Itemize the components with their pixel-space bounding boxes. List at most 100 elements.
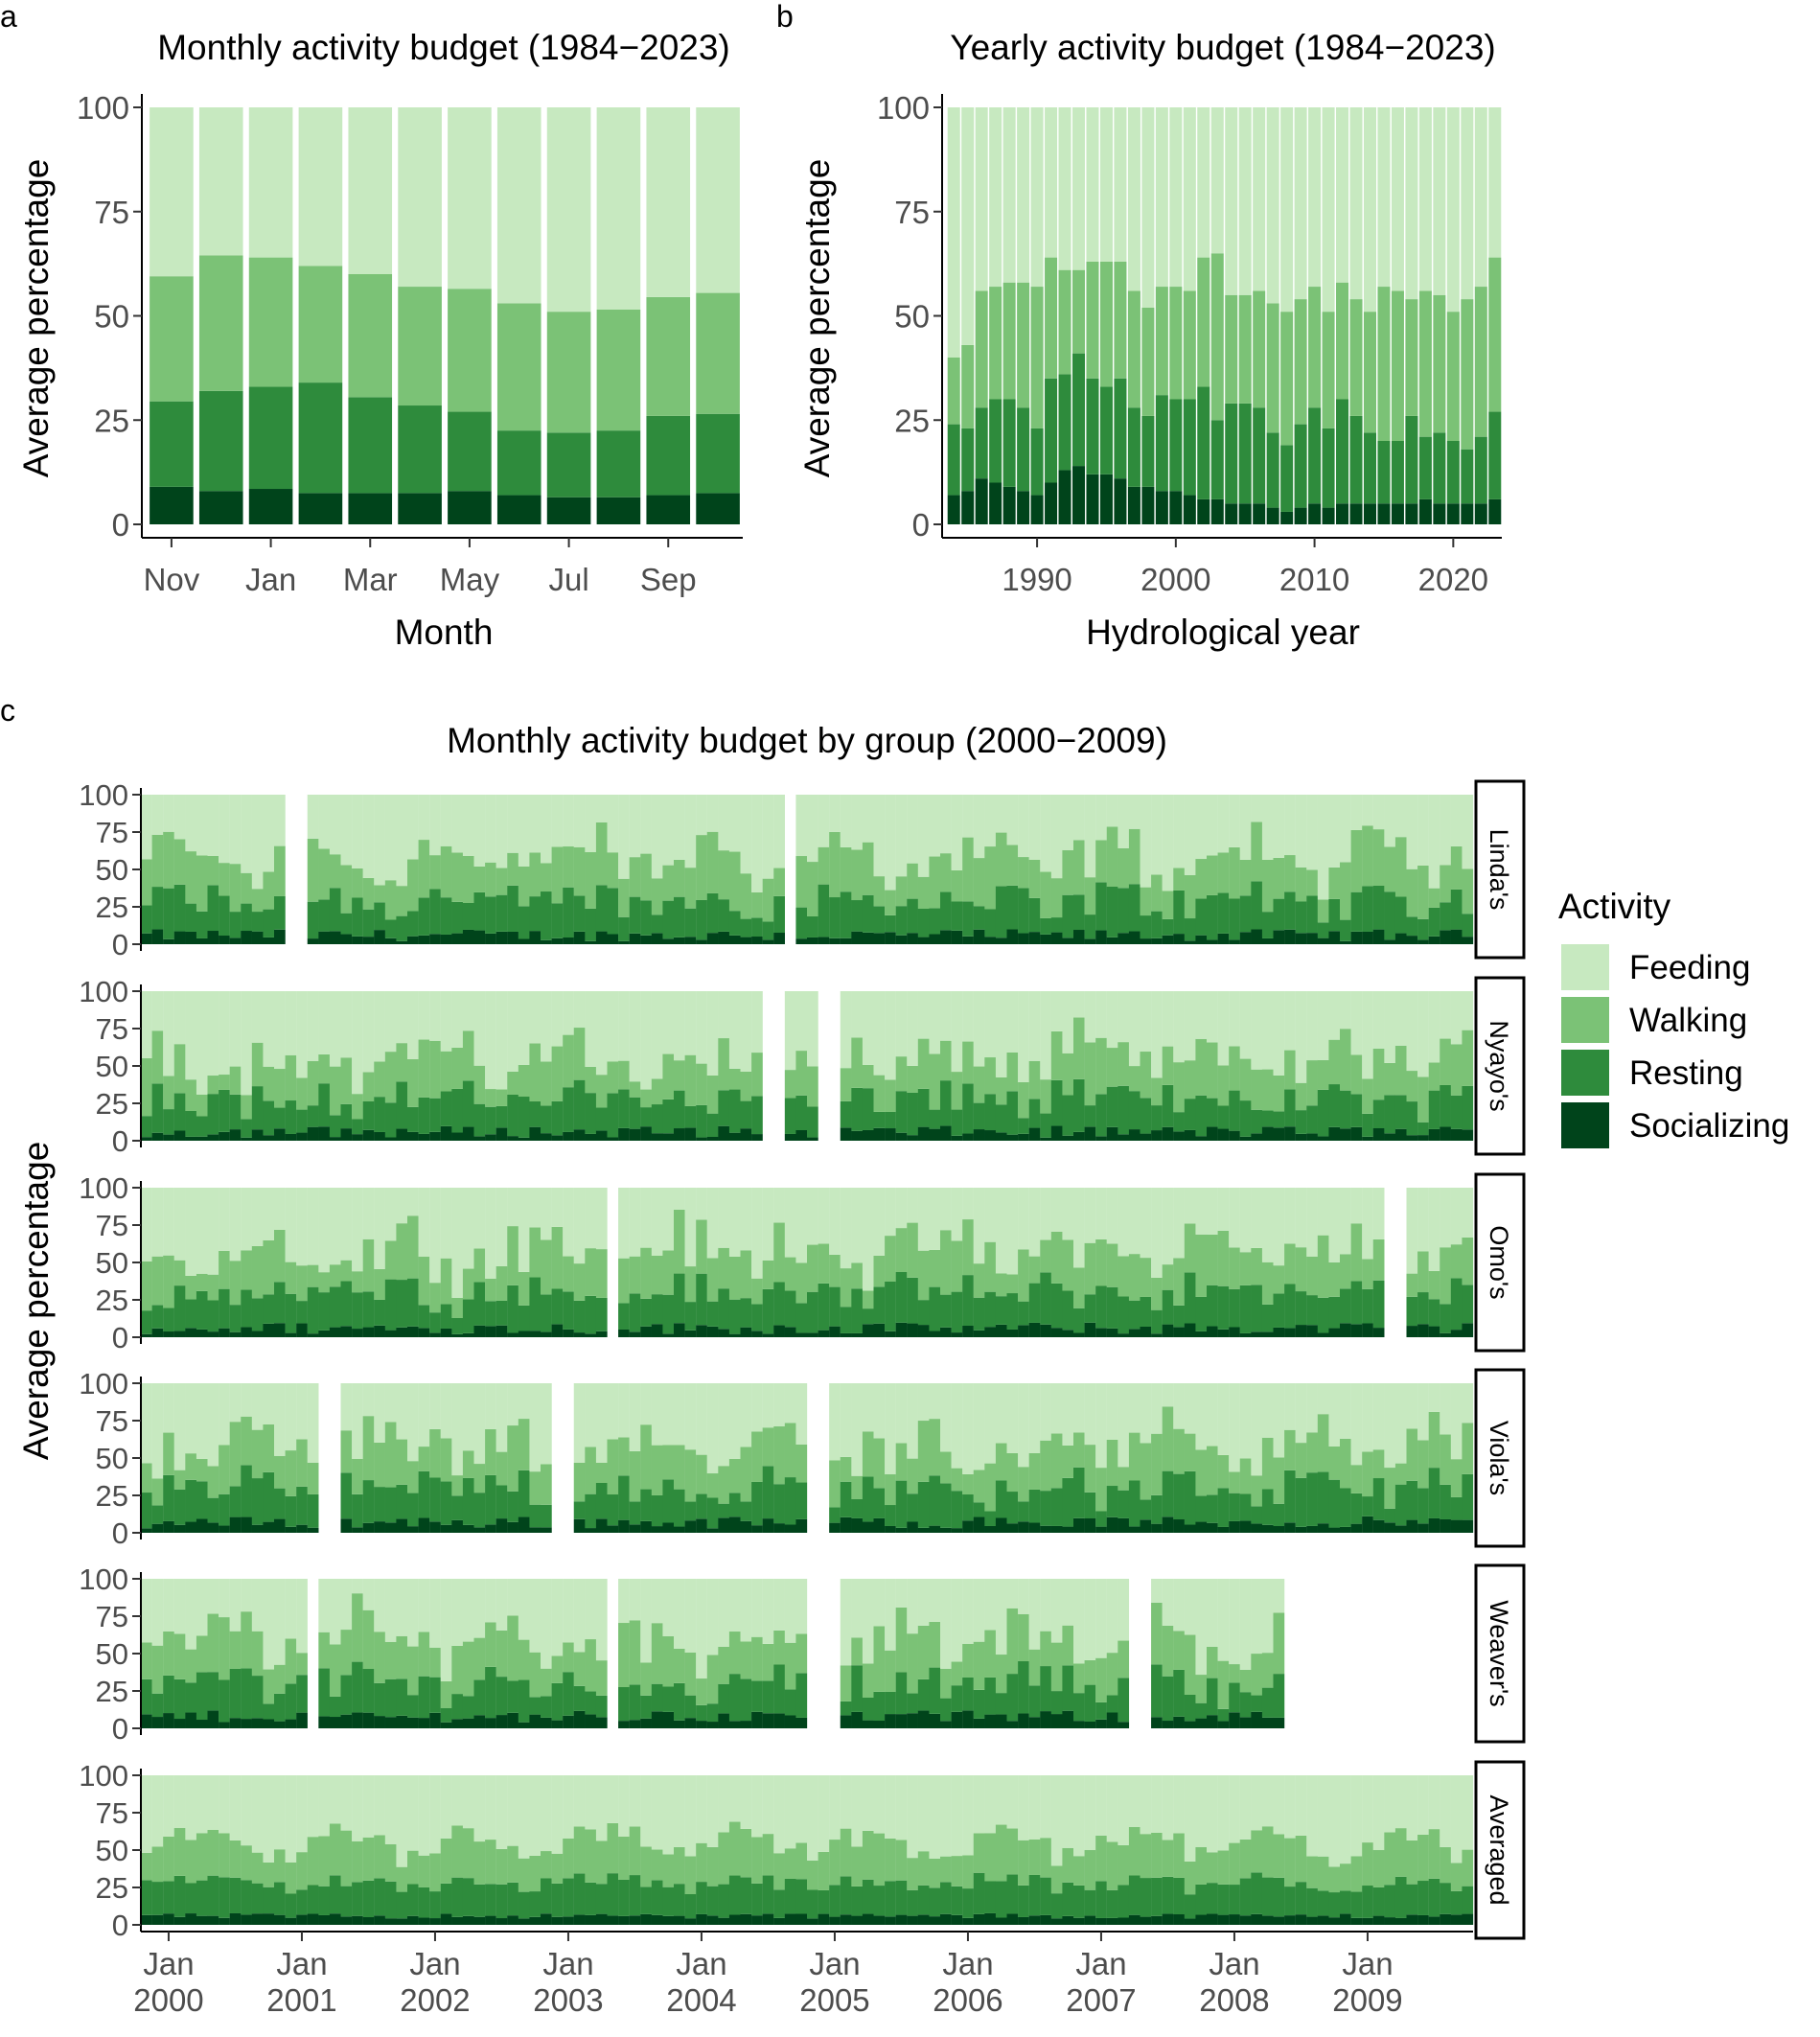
bar-omo-s-m96-socializing <box>1207 1326 1218 1337</box>
bar-linda-s-m48-feeding <box>674 795 685 860</box>
bar-nyayo-s-m98-feeding <box>1229 991 1240 1047</box>
bar-averaged-m35-walking <box>529 1855 541 1892</box>
bar-averaged-m71-walking <box>929 1858 941 1888</box>
bar-omo-s-m16-walking <box>318 1272 331 1293</box>
bar-viola-s-m41-feeding <box>595 1383 608 1463</box>
bar-averaged-m72-feeding <box>940 1775 952 1857</box>
bar-linda-s-m98-socializing <box>1229 939 1240 944</box>
bar-weaver-s-m33-resting <box>507 1680 518 1713</box>
bar-weaver-s-m22-walking <box>384 1641 397 1679</box>
bar-linda-s-m68-feeding <box>895 795 908 877</box>
bar-nyayo-s-m23-socializing <box>396 1128 408 1141</box>
bar-linda-s-m8-feeding <box>229 795 242 865</box>
bar-jul-feeding <box>546 107 591 312</box>
bar-2023-walking <box>1488 257 1502 412</box>
bar-nyayo-s-m53-feeding <box>728 991 741 1069</box>
bar-averaged-m54-resting <box>740 1877 752 1914</box>
panel-b-y-tick-label-50: 50 <box>894 299 930 335</box>
bar-averaged-m108-walking <box>1340 1863 1351 1891</box>
bar-omo-s-m75-feeding <box>973 1188 985 1264</box>
bar-nyayo-s-m76-walking <box>984 1057 997 1095</box>
bar-omo-s-m0-feeding <box>141 1188 152 1262</box>
bar-averaged-m38-walking <box>563 1838 574 1879</box>
bar-linda-s-m97-resting <box>1217 892 1230 934</box>
bar-viola-s-m40-socializing <box>585 1528 597 1533</box>
bar-linda-s-m55-resting <box>751 917 763 937</box>
facet-strip-label-averaged: Averaged <box>1485 1794 1513 1905</box>
bar-averaged-m54-feeding <box>740 1775 752 1829</box>
bar-weaver-s-m41-socializing <box>595 1717 608 1728</box>
bar-nyayo-s-m18-socializing <box>340 1128 353 1141</box>
bar-averaged-m34-socializing <box>518 1918 530 1925</box>
bar-1987-socializing <box>989 482 1002 524</box>
bar-nyayo-s-m25-walking <box>418 1039 430 1098</box>
bar-weaver-s-m32-resting <box>495 1677 508 1716</box>
bar-nyayo-s-m92-resting <box>1162 1084 1174 1127</box>
bar-omo-s-m54-walking <box>740 1250 752 1299</box>
bar-averaged-m68-feeding <box>895 1775 908 1840</box>
bar-1995-socializing <box>1099 474 1113 524</box>
bar-viola-s-m3-feeding <box>173 1383 186 1470</box>
bar-2021-resting <box>1461 449 1474 504</box>
bar-linda-s-m101-feeding <box>1261 795 1274 860</box>
bar-averaged-m97-walking <box>1217 1850 1230 1885</box>
bar-weaver-s-m91-feeding <box>1151 1579 1163 1603</box>
bar-linda-s-m6-feeding <box>207 795 219 856</box>
bar-weaver-s-m12-feeding <box>274 1579 286 1665</box>
bar-averaged-m116-socializing <box>1428 1916 1440 1925</box>
bar-weaver-s-m29-walking <box>462 1641 474 1697</box>
bar-averaged-m96-walking <box>1207 1852 1218 1884</box>
bar-weaver-s-m59-socializing <box>795 1717 808 1728</box>
bar-averaged-m41-socializing <box>595 1913 608 1925</box>
bar-linda-s-m52-resting <box>718 899 730 932</box>
bar-omo-s-m46-resting <box>651 1294 663 1325</box>
bar-omo-s-m87-resting <box>1106 1286 1118 1329</box>
bar-weaver-s-m11-socializing <box>263 1719 275 1728</box>
bar-omo-s-m109-socializing <box>1350 1324 1363 1337</box>
bar-averaged-m41-feeding <box>595 1775 608 1841</box>
bar-linda-s-m77-feeding <box>995 795 1007 833</box>
bar-linda-s-m67-feeding <box>885 795 896 891</box>
bar-nov-socializing <box>150 486 194 524</box>
bar-2003-feeding <box>1210 107 1224 254</box>
bar-weaver-s-m57-socializing <box>773 1713 785 1728</box>
bar-2011-walking <box>1322 312 1335 428</box>
bar-weaver-s-m66-socializing <box>873 1721 886 1728</box>
bar-nyayo-s-m17-resting <box>329 1115 341 1138</box>
bar-viola-s-m96-feeding <box>1207 1383 1218 1447</box>
bar-weaver-s-m75-walking <box>973 1641 985 1690</box>
bar-viola-s-m64-socializing <box>851 1517 864 1533</box>
bar-weaver-s-m20-socializing <box>362 1712 375 1728</box>
bar-linda-s-m99-feeding <box>1239 795 1252 860</box>
bar-1997-walking <box>1127 290 1140 408</box>
bar-omo-s-m78-walking <box>1006 1274 1019 1294</box>
bar-linda-s-m92-walking <box>1162 891 1174 919</box>
bar-viola-s-m90-feeding <box>1140 1383 1152 1444</box>
bar-viola-s-m75-socializing <box>973 1516 985 1533</box>
bar-viola-s-m103-socializing <box>1284 1522 1296 1533</box>
bar-viola-s-m20-walking <box>362 1416 375 1481</box>
bar-viola-s-m82-walking <box>1050 1433 1063 1489</box>
bar-2006-socializing <box>1253 503 1266 524</box>
bar-viola-s-m41-resting <box>595 1483 608 1519</box>
bar-viola-s-m83-resting <box>1062 1477 1074 1527</box>
facet-weaver-s-y-tick-label-100: 100 <box>79 1562 128 1596</box>
bar-weaver-s-m93-socializing <box>1173 1716 1185 1728</box>
bar-nyayo-s-m111-resting <box>1372 1100 1385 1128</box>
bar-2012-socializing <box>1336 503 1349 524</box>
bar-viola-s-m95-resting <box>1195 1495 1208 1522</box>
bar-1996-feeding <box>1114 107 1127 262</box>
bar-weaver-s-m56-socializing <box>762 1713 774 1728</box>
bar-nyayo-s-m51-feeding <box>706 991 719 1076</box>
bar-weaver-s-m36-socializing <box>541 1717 552 1728</box>
panel-b: Yearly activity budget (1984−2023) 02550… <box>797 28 1502 652</box>
bar-viola-s-m4-walking <box>185 1453 197 1480</box>
bar-linda-s-m88-walking <box>1117 847 1130 889</box>
bar-linda-s-m103-walking <box>1284 855 1296 892</box>
bar-omo-s-m24-feeding <box>407 1188 419 1216</box>
bar-omo-s-m101-resting <box>1261 1304 1274 1332</box>
bar-omo-s-m49-feeding <box>684 1188 697 1267</box>
bar-omo-s-m25-socializing <box>418 1328 430 1337</box>
bar-omo-s-m21-socializing <box>374 1325 385 1337</box>
bar-viola-s-m114-resting <box>1406 1480 1418 1520</box>
